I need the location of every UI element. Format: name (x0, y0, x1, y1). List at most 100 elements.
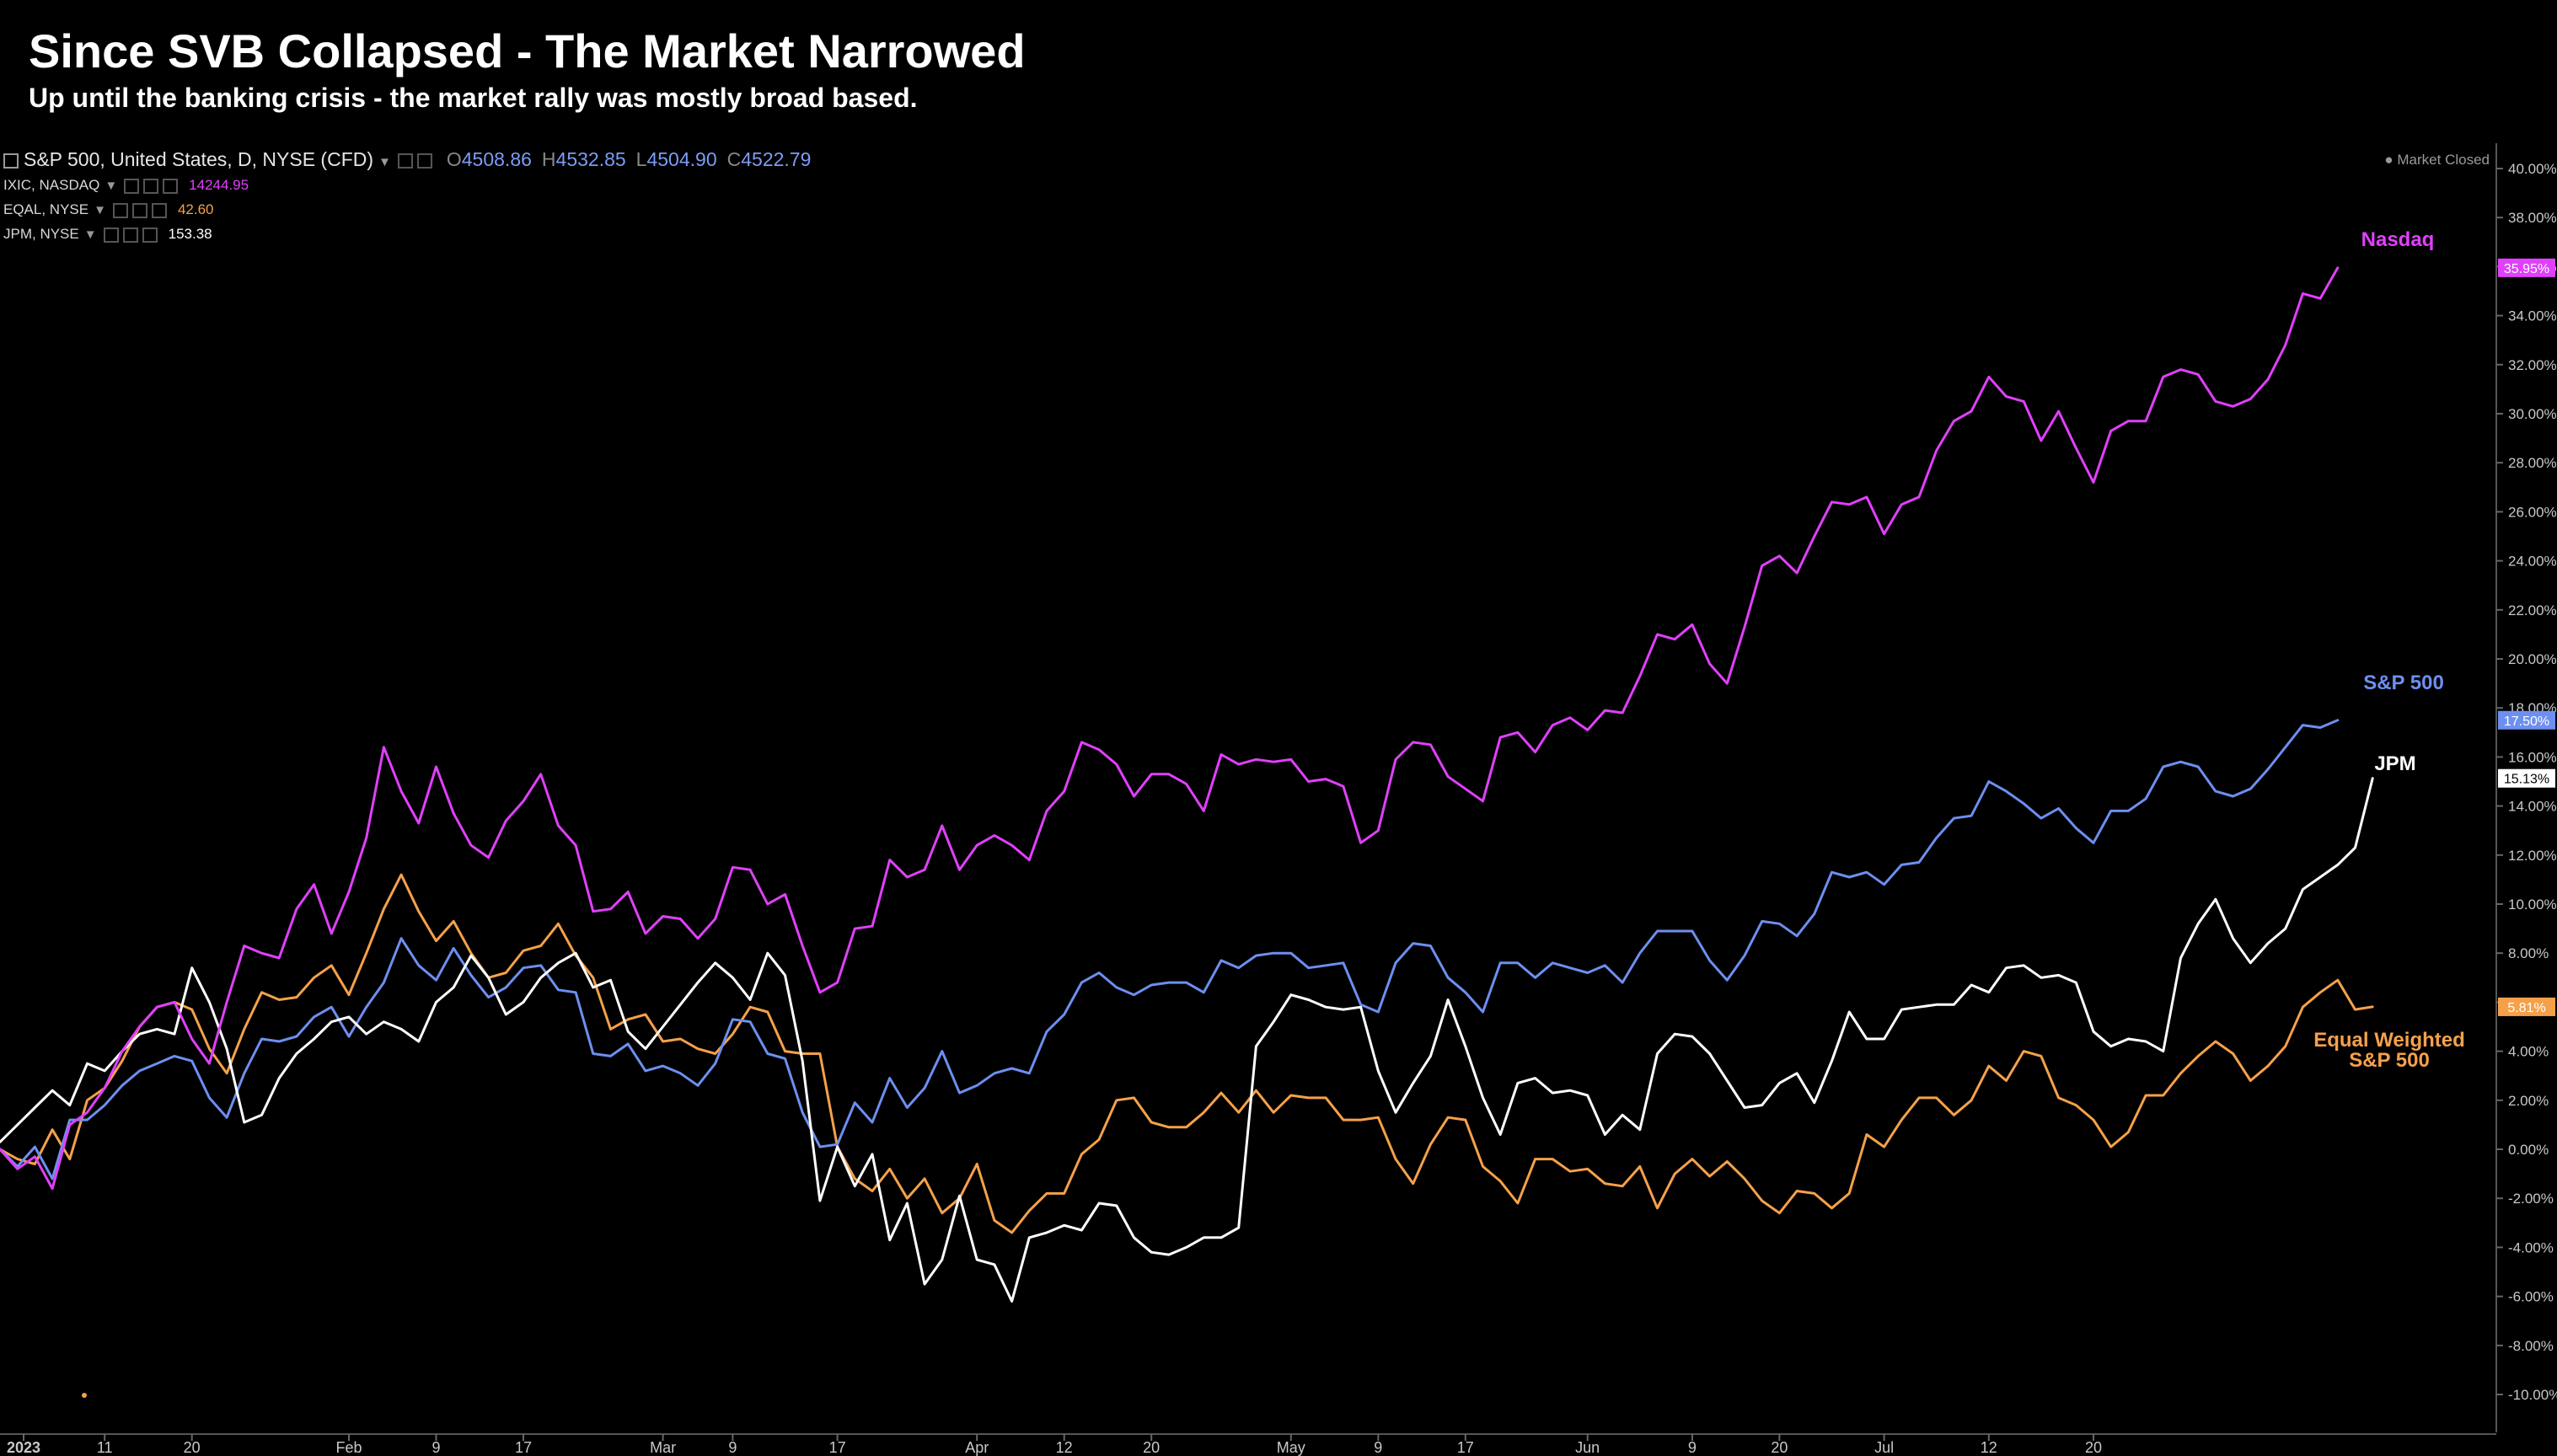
x-tick-label: Mar (650, 1439, 676, 1456)
legend-value-jpm: 153.38 (168, 226, 212, 242)
x-tick-label: 9 (728, 1439, 737, 1456)
x-tick-label: 2023 (7, 1439, 40, 1456)
legend-value-eqal: 42.60 (177, 201, 214, 217)
close-icon[interactable] (142, 227, 158, 243)
y-tick-label: 8.00% (2508, 945, 2549, 961)
last-value-badge-sp500: 17.50% (2504, 715, 2549, 729)
legend-main-symbol[interactable]: S&P 500, United States, D, NYSE (CFD) (24, 148, 374, 170)
y-tick-label: 40.00% (2508, 161, 2557, 177)
x-tick-label: 9 (432, 1439, 440, 1456)
legend-symbol-eqal[interactable]: EQAL, NYSE (3, 201, 89, 217)
y-tick-label: 10.00% (2508, 897, 2557, 913)
series-label-sp500: S&P 500 (2363, 672, 2444, 694)
y-tick-label: 12.00% (2508, 848, 2557, 864)
series-line-jpm (0, 777, 2374, 1303)
y-tick-label: 14.00% (2508, 799, 2557, 815)
low-value: 4504.90 (646, 148, 717, 170)
x-tick-label: 11 (97, 1439, 113, 1456)
dot-marker (82, 1393, 87, 1398)
y-tick-label: 20.00% (2508, 651, 2557, 667)
y-tick-label: 32.00% (2508, 357, 2557, 373)
x-tick-label: 9 (1688, 1439, 1697, 1456)
series-label-nasdaq: Nasdaq (2361, 228, 2435, 251)
high-label: H (541, 148, 556, 170)
x-tick-label: 12 (1056, 1439, 1073, 1456)
last-value-badge-equal: 5.81% (2507, 1001, 2545, 1015)
y-tick-label: 30.00% (2508, 406, 2557, 422)
last-value-badge-bg-jpm (2498, 768, 2555, 788)
eye-icon[interactable] (103, 227, 119, 243)
eye-icon[interactable] (112, 202, 128, 218)
chart-title: Since SVB Collapsed - The Market Narrowe… (29, 24, 1026, 78)
legend-main[interactable]: S&P 500, United States, D, NYSE (CFD) ▼ O4… (3, 148, 811, 171)
y-tick-label: 34.00% (2508, 308, 2557, 324)
chevron-down-icon[interactable]: ▼ (105, 179, 118, 193)
x-tick-label: Apr (965, 1439, 989, 1456)
last-value-badge-bg-equal (2498, 997, 2555, 1016)
y-tick-label: -4.00% (2508, 1239, 2554, 1255)
legend-symbol-jpm[interactable]: JPM, NYSE (3, 226, 79, 242)
x-tick-label: 20 (1143, 1439, 1160, 1456)
chevron-down-icon[interactable]: ▼ (94, 203, 106, 217)
x-tick-label: Jun (1575, 1439, 1600, 1456)
y-tick-label: -8.00% (2508, 1338, 2554, 1354)
x-tick-label: 9 (1374, 1439, 1382, 1456)
y-tick-label: -6.00% (2508, 1289, 2554, 1305)
high-value: 4532.85 (555, 148, 626, 170)
close-value: 4522.79 (741, 148, 812, 170)
y-tick-label: 24.00% (2508, 554, 2557, 570)
x-tick-label: 20 (2085, 1439, 2102, 1456)
market-status: ● Market Closed (2384, 152, 2490, 168)
x-tick-label: 20 (1771, 1439, 1788, 1456)
series-label-jpm: JPM (2374, 752, 2415, 775)
chevron-down-icon[interactable]: ▼ (378, 155, 391, 169)
x-tick-label: Jul (1874, 1439, 1894, 1456)
legend-row-eqal[interactable]: EQAL, NYSE ▼ 42.60 (3, 201, 214, 218)
y-tick-label: 22.00% (2508, 602, 2557, 618)
legend-value-ixic: 14244.95 (189, 177, 249, 193)
last-value-badge-bg-nasdaq (2498, 258, 2555, 277)
series-labels: Nasdaq 35.95% S&P 500 17.50% JPM 15.13% Equal … (2313, 228, 2555, 1072)
settings-icon[interactable] (143, 178, 159, 194)
eye-icon[interactable] (124, 178, 140, 194)
last-value-badge-bg-sp500 (2498, 710, 2555, 730)
y-tick-label: 0.00% (2508, 1142, 2549, 1158)
axes: 40.00%38.00%36.00%34.00%32.00%30.00%28.0… (0, 143, 2557, 1456)
x-tick-label: 17 (829, 1439, 846, 1456)
last-value-badge-jpm: 15.13% (2504, 773, 2549, 787)
series-line-equal (0, 873, 2374, 1234)
close-label: C (726, 148, 742, 170)
series-line-sp500 (0, 719, 2340, 1180)
y-tick-label: 28.00% (2508, 455, 2557, 471)
collapse-legend-icon[interactable] (3, 153, 19, 169)
x-tick-label: 17 (1457, 1439, 1474, 1456)
low-label: L (635, 148, 647, 170)
chart-subtitle: Up until the banking crisis - the market… (29, 83, 918, 113)
y-tick-label: 26.00% (2508, 504, 2557, 520)
legend-row-ixic[interactable]: IXIC, NASDAQ ▼ 14244.95 (3, 177, 249, 194)
settings-icon[interactable] (122, 227, 138, 243)
series-line-nasdaq (0, 266, 2340, 1191)
y-tick-label: -10.00% (2508, 1387, 2557, 1403)
close-icon[interactable] (151, 202, 167, 218)
x-tick-label: 20 (184, 1439, 201, 1456)
settings-icon[interactable] (131, 202, 147, 218)
open-label: O (446, 148, 462, 170)
y-tick-label: -2.00% (2508, 1191, 2554, 1207)
series-lines (0, 266, 2374, 1398)
x-tick-label: Feb (335, 1439, 362, 1456)
y-tick-label: 16.00% (2508, 749, 2557, 765)
legend-row-jpm[interactable]: JPM, NYSE ▼ 153.38 (3, 226, 212, 243)
eye-icon[interactable] (397, 153, 413, 169)
y-tick-label: 38.00% (2508, 210, 2557, 226)
legend-symbol-ixic[interactable]: IXIC, NASDAQ (3, 177, 100, 193)
last-value-badge-nasdaq: 35.95% (2504, 262, 2549, 276)
open-value: 4508.86 (461, 148, 532, 170)
close-icon[interactable] (163, 178, 179, 194)
settings-icon[interactable] (416, 153, 432, 169)
x-tick-label: May (1277, 1439, 1305, 1456)
series-label-equal: S&P 500 (2349, 1049, 2430, 1072)
chevron-down-icon[interactable]: ▼ (83, 228, 97, 242)
x-tick-label: 17 (515, 1439, 532, 1456)
